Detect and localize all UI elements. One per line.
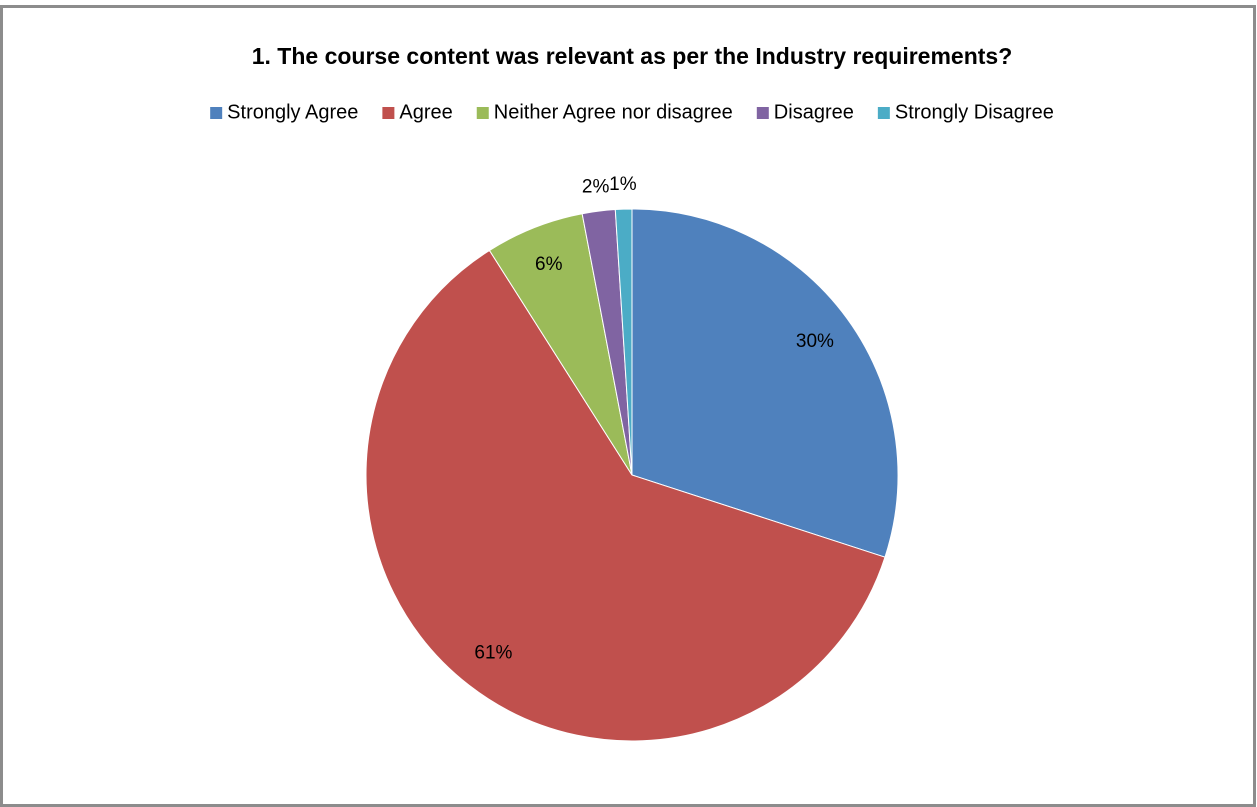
legend-label: Agree xyxy=(399,101,452,123)
legend-label: Strongly Agree xyxy=(227,101,358,123)
data-label: 6% xyxy=(535,254,563,275)
legend-label: Neither Agree nor disagree xyxy=(494,101,733,123)
data-label: 30% xyxy=(796,331,834,352)
legend-label: Disagree xyxy=(774,101,854,123)
data-label: 61% xyxy=(474,643,512,664)
legend-swatch xyxy=(382,107,395,119)
legend-label: Strongly Disagree xyxy=(895,101,1054,123)
legend-swatch xyxy=(210,107,223,119)
pie-slice xyxy=(365,249,886,742)
data-label: 1% xyxy=(609,174,637,195)
chart-title: 1. The course content was relevant as pe… xyxy=(252,43,1013,69)
legend-swatch xyxy=(476,107,489,119)
data-label: 2% xyxy=(582,176,610,197)
pie-slice xyxy=(614,208,633,476)
legend: Strongly Agree Agree Neither Agree nor dis… xyxy=(210,101,1054,123)
legend-swatch xyxy=(877,107,890,119)
pie-slice xyxy=(631,208,899,558)
legend-swatch xyxy=(756,107,769,119)
